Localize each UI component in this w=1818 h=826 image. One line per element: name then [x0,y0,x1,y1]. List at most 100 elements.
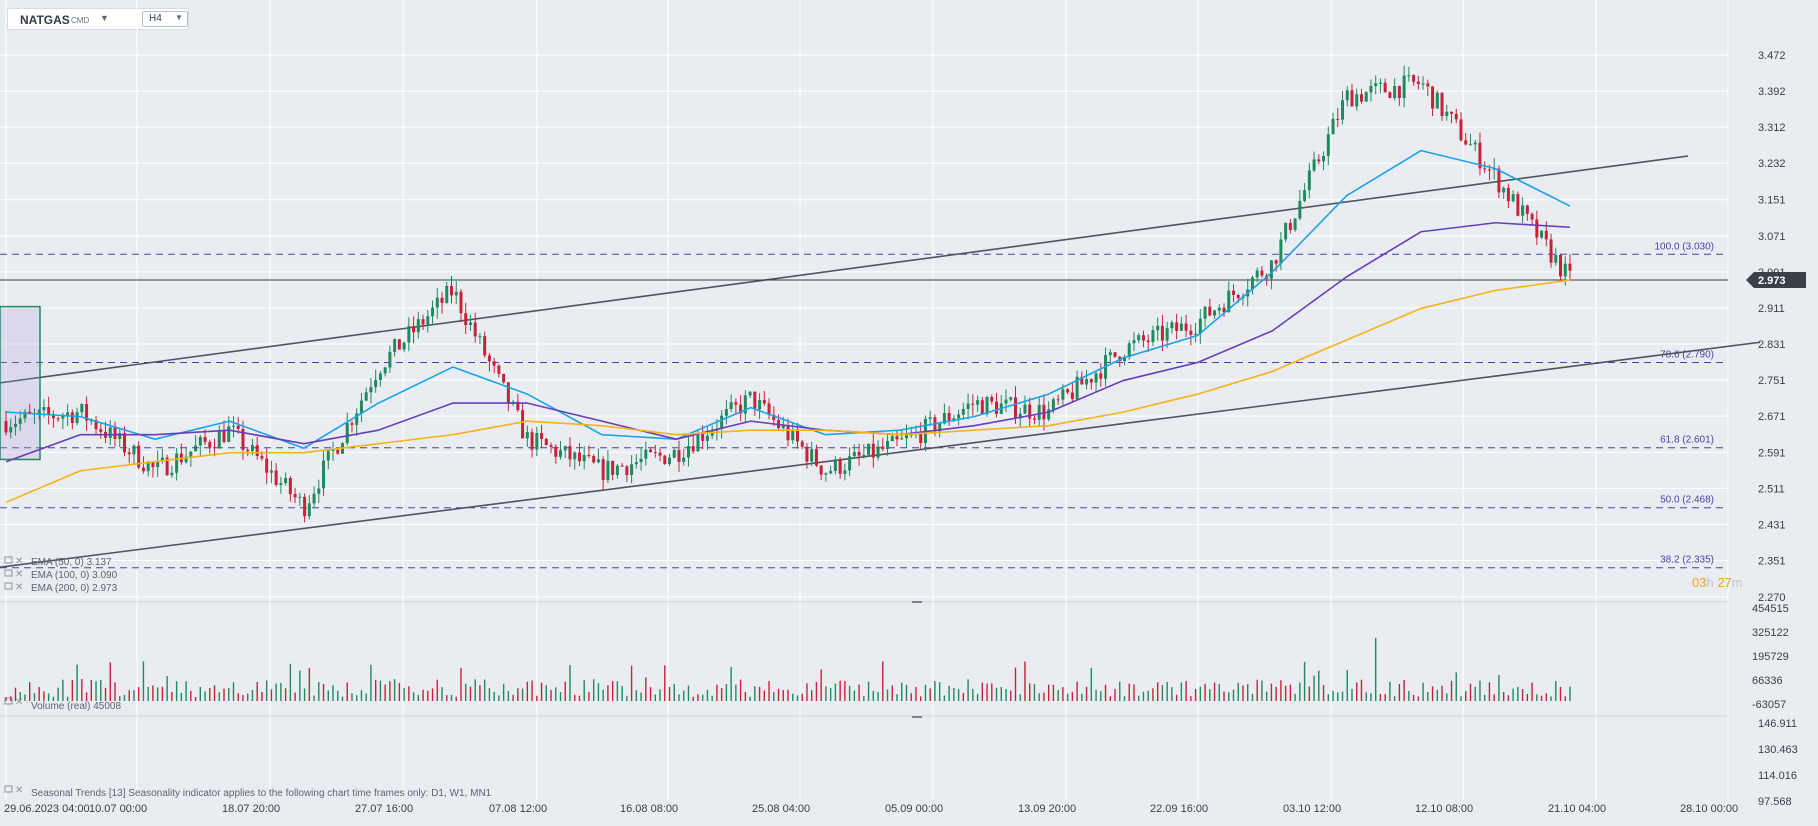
volume-bar [1043,692,1045,701]
candle-body [431,307,435,317]
candle-body [122,433,126,453]
volume-bar [351,693,353,701]
candle-body [971,403,975,405]
volume-bar [1209,689,1211,701]
volume-bar [299,670,301,701]
candle-body [957,414,961,419]
volume-bar [943,695,946,701]
volume-bar [583,680,585,701]
candle-body [1175,322,1179,331]
candle-body [1013,397,1017,419]
volume-bar [142,661,145,701]
volume-bar [1161,685,1164,701]
volume-bar [1100,691,1102,701]
timeframe-selector[interactable]: H4 ▼ [142,11,188,27]
candle-body [293,494,297,498]
candle-body [900,438,904,440]
candle-body [1312,159,1316,171]
volume-bar [1228,692,1230,701]
indicator-settings-icon[interactable] [4,582,13,590]
volume-bar [1417,696,1420,701]
volume-bar [1474,686,1476,701]
price-axis-tick: 2.270 [1758,592,1786,604]
volume-bar [1033,684,1036,701]
candle-body [416,319,420,333]
volume-bar [1010,690,1012,701]
close-icon[interactable]: ✕ [15,785,23,796]
volume-bar [1280,680,1282,701]
indicator-settings-icon[interactable] [4,697,13,705]
candle-body [137,445,141,468]
candle-body [255,445,259,456]
candle-body [222,430,226,442]
candle-body [947,413,951,422]
volume-bar [1119,681,1121,701]
close-icon[interactable]: ✕ [15,582,23,593]
time-axis-tick: 21.10 04:00 [1548,803,1606,815]
candle-body [1416,81,1420,85]
candle-body [331,449,335,451]
candle-body [236,425,240,429]
candle-body [397,339,401,350]
close-icon[interactable]: ✕ [15,697,23,708]
volume-bar [938,682,941,701]
volume-bar [820,669,822,701]
volume-bar [521,688,524,701]
price-axis-tick: 2.831 [1758,339,1786,351]
candle-body [89,420,93,422]
volume-bar [327,690,329,701]
candle-body [265,458,269,473]
volume-bar [180,692,183,701]
volume-bar [787,689,789,701]
volume-bar [725,684,728,701]
volume-bar [213,685,216,701]
volume-bar [1294,693,1296,701]
close-icon[interactable]: ✕ [15,569,23,580]
volume-bar [479,685,481,701]
volume-bar [1436,689,1438,701]
volume-bar [294,692,296,701]
price-axis-tick: 2.911 [1758,303,1785,315]
candle-body [383,367,387,374]
time-axis-tick: 27.07 16:00 [355,803,413,815]
volume-bar [1398,683,1401,701]
candle-body [653,452,657,454]
candle-body [1535,219,1539,238]
candle-body [767,403,771,415]
volume-axis-tick: 454515 [1752,603,1789,615]
candle-body [1047,409,1051,420]
volume-bar [1337,692,1339,701]
indicator-settings-icon[interactable] [4,569,13,577]
volume-bar [1289,684,1292,701]
close-icon[interactable]: ✕ [15,556,23,567]
volume-bar [1218,683,1220,701]
candle-body [1108,352,1112,356]
volume-bar [1251,694,1254,701]
volume-axis-tick: 325122 [1752,627,1789,639]
candle-body [791,429,795,441]
volume-bar [711,695,713,701]
volume-bar [867,681,870,701]
volume-bar [19,691,21,701]
indicator-settings-icon[interactable] [4,556,13,564]
candle-body [426,316,430,325]
indicator-settings-icon[interactable] [4,785,13,793]
candle-body [393,339,397,352]
candle-body [322,460,326,489]
candle-body [1066,389,1070,393]
volume-bar [1076,681,1078,701]
volume-bar [1502,692,1505,701]
volume-bar [744,691,747,701]
volume-bar [1341,691,1344,701]
candle-body [146,462,150,472]
volume-bar [578,695,581,701]
price-axis-tick: 3.472 [1758,50,1786,62]
volume-bar [322,683,325,701]
volume-bar [872,690,875,701]
volume-bar [374,679,377,701]
instrument-selector[interactable]: NATGAS CMD ▼ H4 ▼ [7,8,189,30]
candle-body [108,427,112,438]
volume-bar [337,690,339,701]
chevron-down-icon[interactable]: ▼ [100,13,109,23]
